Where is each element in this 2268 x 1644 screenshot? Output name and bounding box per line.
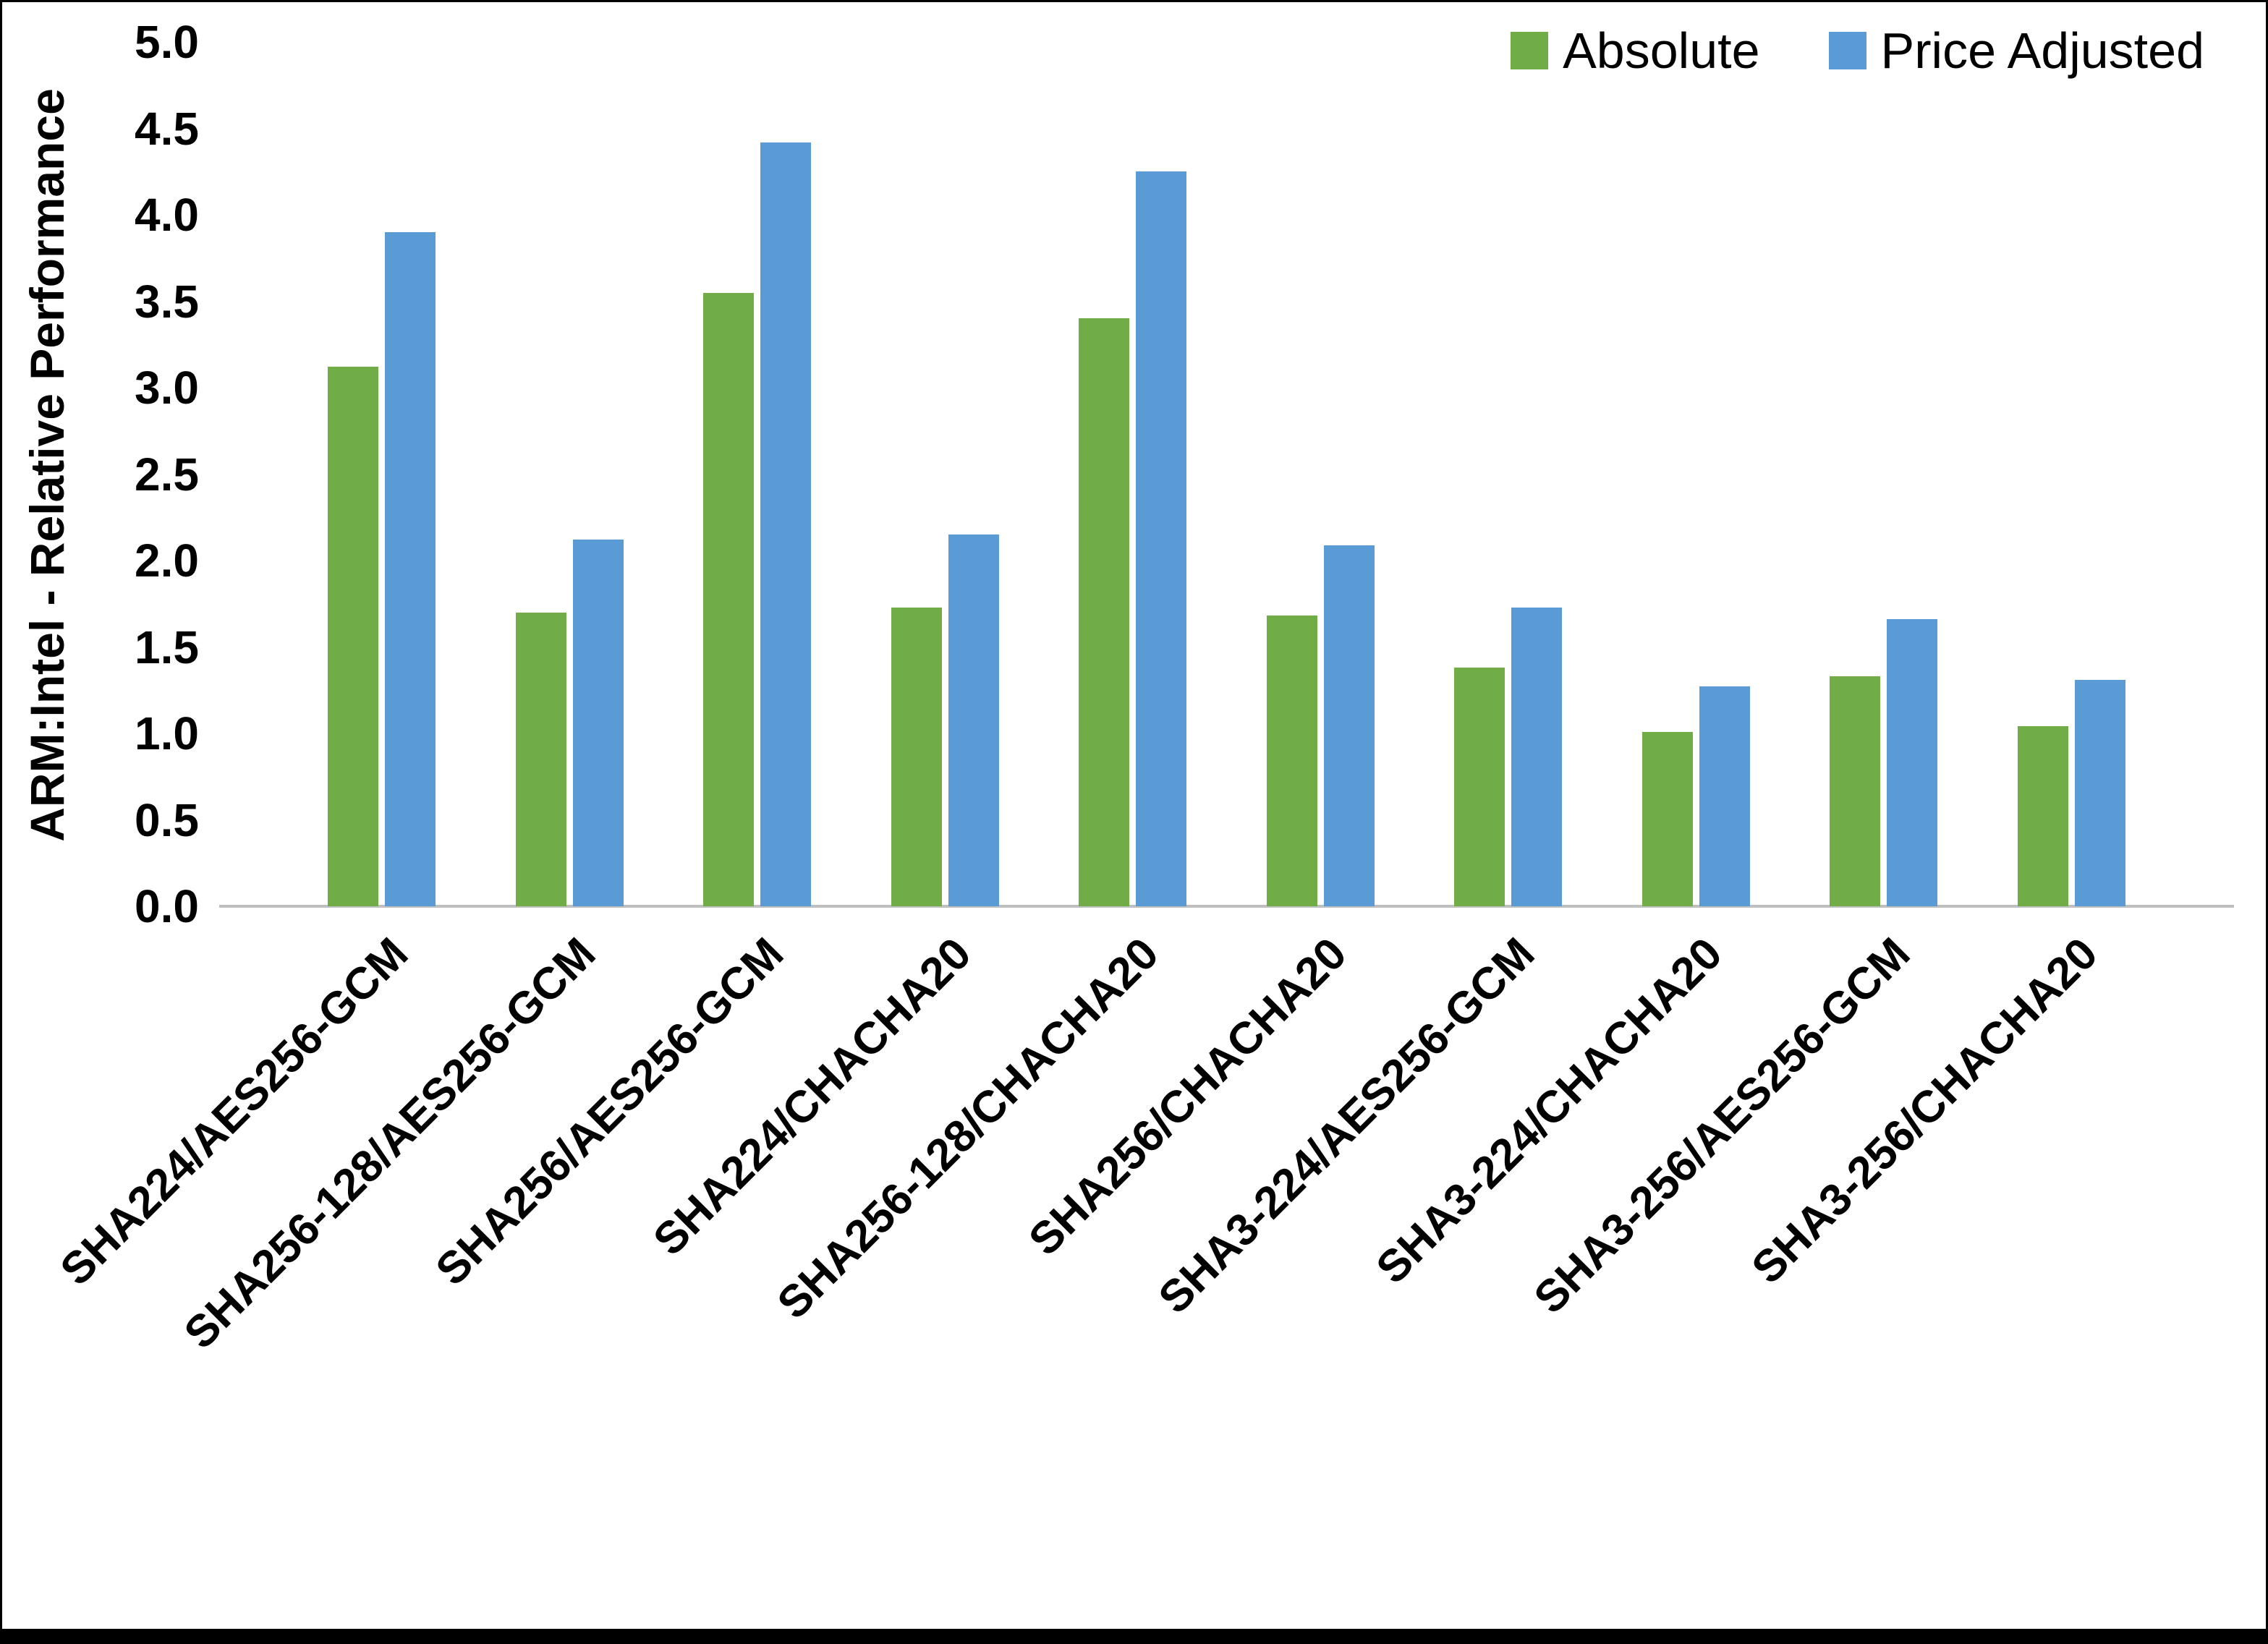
y-tick-label: 5.0 bbox=[135, 16, 199, 68]
legend-label: Absolute bbox=[1563, 22, 1760, 79]
y-tick-label: 3.0 bbox=[135, 362, 199, 414]
y-tick-label: 1.0 bbox=[135, 707, 199, 759]
bar-group: SHA256-128/AES256-GCM bbox=[175, 42, 624, 1358]
bar-absolute bbox=[515, 612, 566, 906]
x-category-label: SHA224/AES256-GCM bbox=[51, 928, 417, 1295]
bar-absolute bbox=[1830, 676, 1881, 906]
plot-area: SHA224/AES256-GCM SHA256-128/AES256-GCM SH… bbox=[51, 42, 2234, 1358]
y-tick-label: 0.5 bbox=[135, 793, 199, 846]
bar-price-adjusted bbox=[1887, 619, 1938, 906]
y-tick-label: 4.5 bbox=[135, 102, 199, 155]
bar-group: SHA256/CHACHA20 bbox=[1019, 42, 1375, 1265]
bar-group: SHA256/AES256-GCM bbox=[426, 42, 812, 1295]
bar-price-adjusted bbox=[572, 540, 624, 906]
bar-group: SHA3-256/CHACHA20 bbox=[1743, 42, 2125, 1293]
y-axis-tick-labels: 5.0 4.5 4.0 3.5 3.0 2.5 2.0 1.5 1.0 0.5 0.0 bbox=[2, 19, 199, 929]
x-category-label: SHA3-256/AES256-GCM bbox=[1524, 928, 1920, 1324]
legend-swatch-icon bbox=[1828, 32, 1866, 69]
legend: Absolute Price Adjusted bbox=[1511, 25, 2204, 76]
bar-group: SHA3-224/CHACHA20 bbox=[1367, 42, 1750, 1293]
bar-group: SHA224/CHACHA20 bbox=[644, 42, 999, 1265]
bar-price-adjusted bbox=[948, 534, 999, 906]
y-tick-label: 1.5 bbox=[135, 621, 199, 673]
bar-price-adjusted bbox=[1323, 545, 1375, 906]
x-category-label: SHA224/CHACHA20 bbox=[644, 928, 981, 1266]
y-tick-label: 0.0 bbox=[135, 880, 199, 932]
x-category-label: SHA3-224/AES256-GCM bbox=[1149, 928, 1545, 1324]
legend-swatch-icon bbox=[1511, 32, 1549, 69]
bar-absolute bbox=[1454, 668, 1505, 906]
bar-price-adjusted bbox=[385, 231, 436, 906]
bar-absolute bbox=[328, 367, 378, 906]
bar-group: SHA3-256/AES256-GCM bbox=[1525, 42, 1938, 1324]
bar-group: SHA256-128/CHACHA20 bbox=[768, 42, 1187, 1329]
bottom-border-bar bbox=[2, 1629, 2266, 1642]
bar-group: SHA224/AES256-GCM bbox=[51, 42, 436, 1295]
x-category-label: SHA256/CHACHA20 bbox=[1019, 928, 1356, 1266]
y-tick-label: 4.0 bbox=[135, 189, 199, 241]
bar-price-adjusted bbox=[1699, 686, 1750, 906]
y-tick-label: 2.5 bbox=[135, 448, 199, 501]
bar-absolute bbox=[1266, 616, 1317, 906]
x-category-label: SHA256-128/CHACHA20 bbox=[768, 928, 1169, 1329]
bar-price-adjusted bbox=[760, 142, 812, 906]
legend-item-absolute: Absolute bbox=[1511, 22, 1760, 79]
bar-price-adjusted bbox=[1511, 607, 1563, 906]
bar-group: SHA3-224/AES256-GCM bbox=[1149, 42, 1563, 1324]
x-category-label: SHA3-256/CHACHA20 bbox=[1742, 928, 2107, 1294]
bar-absolute bbox=[1079, 318, 1130, 906]
bar-absolute bbox=[2017, 726, 2068, 906]
bar-absolute bbox=[1641, 731, 1693, 906]
legend-label: Price Adjusted bbox=[1880, 22, 2204, 79]
y-tick-label: 3.5 bbox=[135, 275, 199, 328]
bar-price-adjusted bbox=[1136, 171, 1187, 906]
bar-price-adjusted bbox=[2074, 679, 2125, 906]
x-category-label: SHA3-224/CHACHA20 bbox=[1367, 928, 1732, 1294]
x-category-label: SHA256/AES256-GCM bbox=[426, 928, 794, 1295]
bar-absolute bbox=[703, 292, 755, 906]
x-axis-line bbox=[219, 905, 2234, 908]
y-tick-label: 2.0 bbox=[135, 534, 199, 587]
legend-item-price-adjusted: Price Adjusted bbox=[1828, 22, 2204, 79]
bar-absolute bbox=[891, 607, 942, 906]
